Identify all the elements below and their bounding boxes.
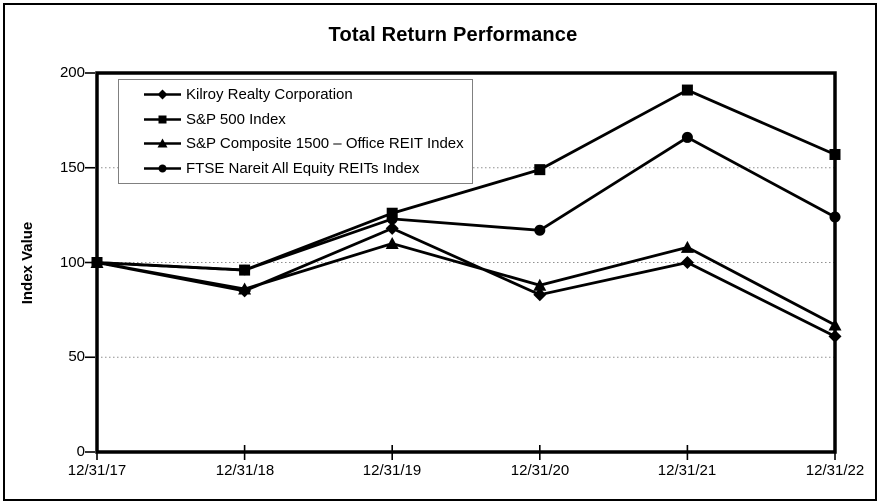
legend-triangle-marker-icon xyxy=(144,138,181,148)
legend-item: FTSE Nareit All Equity REITs Index xyxy=(144,157,472,181)
legend: Kilroy Realty Corporation S&P 500 Index … xyxy=(118,79,473,184)
legend-diamond-marker-icon xyxy=(144,89,181,100)
y-tick-label: 0 xyxy=(76,443,85,460)
x-tick-label: 12/31/22 xyxy=(805,462,865,479)
x-tick-label: 12/31/20 xyxy=(510,462,570,479)
x-tick-label: 12/31/18 xyxy=(215,462,275,479)
legend-item: Kilroy Realty Corporation xyxy=(144,82,472,106)
x-tick-label: 12/31/19 xyxy=(362,462,422,479)
legend-item-label: Kilroy Realty Corporation xyxy=(186,85,353,103)
legend-item: S&P 500 Index xyxy=(144,107,472,131)
legend-item-label: S&P 500 Index xyxy=(186,110,286,128)
legend-item-label: FTSE Nareit All Equity REITs Index xyxy=(186,160,420,178)
y-tick-label: 200 xyxy=(59,64,85,81)
y-tick-label: 150 xyxy=(59,159,85,176)
legend-circle-marker-icon xyxy=(144,164,181,173)
y-tick-label: 50 xyxy=(68,348,85,365)
y-tick-label: 100 xyxy=(59,254,85,271)
x-tick-label: 12/31/21 xyxy=(657,462,717,479)
x-tick-label: 12/31/17 xyxy=(67,462,127,479)
legend-square-marker-icon xyxy=(144,115,181,124)
legend-item-label: S&P Composite 1500 – Office REIT Index xyxy=(186,135,464,153)
chart-title: Total Return Performance xyxy=(328,24,578,46)
figure-border xyxy=(3,3,877,501)
legend-item: S&P Composite 1500 – Office REIT Index xyxy=(144,132,472,156)
